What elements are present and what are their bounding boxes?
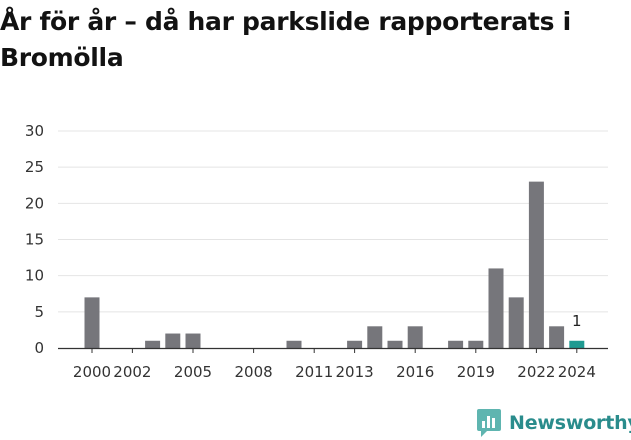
bar-2000 bbox=[84, 297, 100, 348]
y-tick-label-10: 10 bbox=[25, 267, 44, 285]
x-tick-label-2011: 2011 bbox=[295, 363, 333, 381]
bar-2003 bbox=[145, 340, 161, 348]
x-tick-label-2024: 2024 bbox=[558, 363, 596, 381]
bar-2023 bbox=[549, 326, 565, 348]
newsworthy-logo-text: Newsworthy bbox=[509, 412, 631, 434]
x-tick-label-2008: 2008 bbox=[235, 363, 273, 381]
bar-2021 bbox=[508, 297, 524, 348]
y-tick-label-20: 20 bbox=[25, 194, 44, 212]
x-tick-label-2013: 2013 bbox=[336, 363, 374, 381]
bars bbox=[84, 181, 585, 348]
bar-2004 bbox=[165, 333, 181, 348]
bar-2014 bbox=[367, 326, 383, 348]
x-axis: 2000 2002 2005 2008 2011 2013 2016 2019 2022 2024 bbox=[58, 347, 608, 381]
data-labels: 1 bbox=[572, 312, 582, 330]
gridlines bbox=[58, 130, 608, 313]
bar-2024 bbox=[569, 340, 585, 348]
newsworthy-logo-icon bbox=[477, 409, 501, 437]
x-tick-label-2016: 2016 bbox=[396, 363, 434, 381]
bar-2018 bbox=[448, 340, 464, 348]
x-tick-label-2022: 2022 bbox=[517, 363, 555, 381]
bar-2013 bbox=[347, 340, 363, 348]
y-tick-label-0: 0 bbox=[34, 339, 44, 357]
bar-2005 bbox=[185, 333, 201, 348]
x-tick-label-2000: 2000 bbox=[73, 363, 111, 381]
y-tick-label-25: 25 bbox=[25, 158, 44, 176]
bar-2016 bbox=[407, 326, 423, 348]
x-tick-label-2019: 2019 bbox=[457, 363, 495, 381]
x-tick-label-2005: 2005 bbox=[174, 363, 212, 381]
bar-2019 bbox=[468, 340, 484, 348]
bar-2015 bbox=[387, 340, 403, 348]
data-label-2024: 1 bbox=[572, 312, 582, 330]
y-tick-label-30: 30 bbox=[25, 122, 44, 140]
y-tick-label-15: 15 bbox=[25, 231, 44, 249]
bar-2022 bbox=[528, 181, 544, 348]
newsworthy-logo: Newsworthy bbox=[476, 406, 631, 440]
bar-2010 bbox=[286, 340, 302, 348]
y-tick-label-5: 5 bbox=[34, 303, 44, 321]
bar-2020 bbox=[488, 268, 504, 348]
chart-title: År för år – då har parkslide rapporterat… bbox=[0, 7, 571, 72]
x-tick-label-2002: 2002 bbox=[113, 363, 151, 381]
y-axis-tick-labels: 0 5 10 15 20 25 30 bbox=[25, 122, 44, 357]
